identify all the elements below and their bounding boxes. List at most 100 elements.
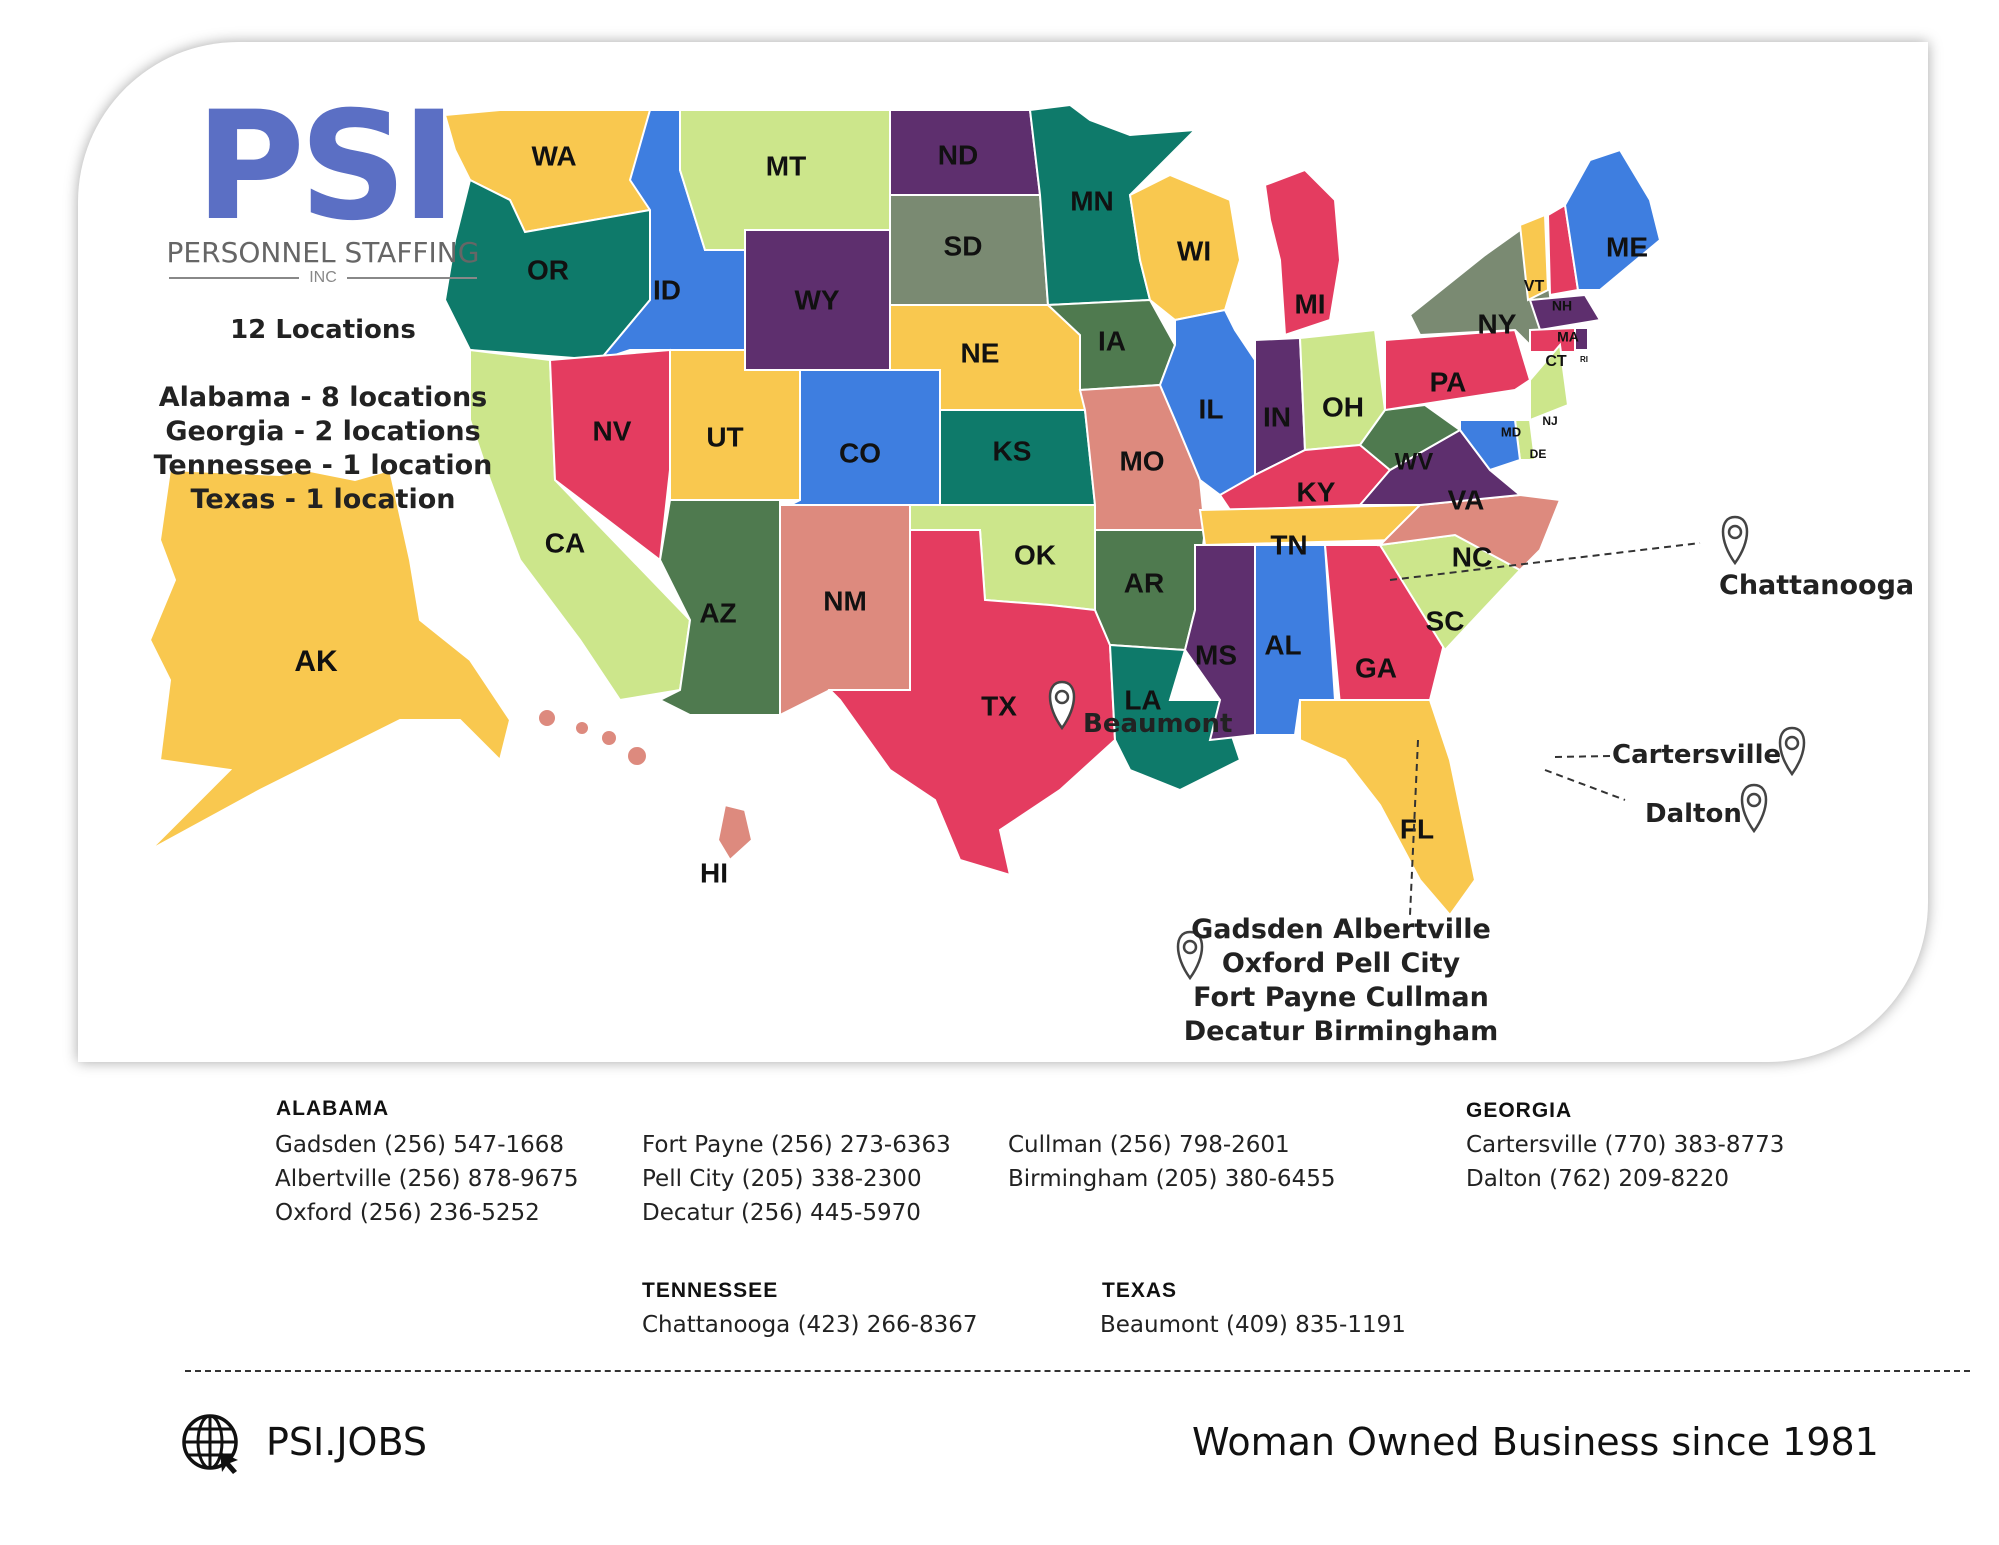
state-label-ak: AK xyxy=(294,645,338,678)
city-label-alabama: Gadsden Albertville xyxy=(1191,914,1491,945)
state-ak xyxy=(148,468,512,851)
summary-line: Alabama - 8 locations xyxy=(158,382,488,413)
state-label-fl: FL xyxy=(1400,813,1434,844)
city-label-alabama: Decatur Birmingham xyxy=(1184,1016,1498,1047)
state-tx xyxy=(827,529,1117,877)
state-ri xyxy=(1574,327,1589,351)
logo-suffix: INC xyxy=(138,269,508,287)
state-label-co: CO xyxy=(839,437,881,468)
state-label-wv: WV xyxy=(1395,448,1434,475)
city-label-alabama: Fort Payne Cullman xyxy=(1193,982,1489,1013)
logo-suffix-text: INC xyxy=(309,269,337,286)
texas-contact: Beaumont (409) 835-1191 xyxy=(1100,1312,1406,1338)
state-label-de: DE xyxy=(1530,447,1547,461)
logo-brand: PSI xyxy=(195,80,457,254)
tennessee-contact: Chattanooga (423) 266-8367 xyxy=(642,1312,978,1338)
states-layer xyxy=(148,103,1662,917)
website-link[interactable]: PSI.JOBS xyxy=(266,1420,427,1464)
state-label-ar: AR xyxy=(1124,567,1164,598)
state-label-ut: UT xyxy=(706,421,743,452)
alabama-leader xyxy=(1409,739,1419,916)
state-label-nc: NC xyxy=(1452,541,1492,572)
city-label-alabama: Oxford Pell City xyxy=(1222,948,1461,979)
state-label-ms: MS xyxy=(1195,639,1237,670)
georgia-contact: Cartersville (770) 383-8773 xyxy=(1466,1132,1785,1158)
state-label-nv: NV xyxy=(593,415,632,446)
state-label-wa: WA xyxy=(531,140,576,171)
hawaii-island xyxy=(576,722,588,734)
cartersville-pin-icon xyxy=(1778,726,1806,777)
state-label-ky: KY xyxy=(1297,476,1336,507)
state-vt xyxy=(1518,213,1550,302)
alabama-contact: Birmingham (205) 380-6455 xyxy=(1008,1166,1336,1192)
state-nj xyxy=(1529,342,1570,422)
state-label-sd: SD xyxy=(944,230,983,261)
state-label-me: ME xyxy=(1606,231,1648,262)
alabama-heading: ALABAMA xyxy=(276,1097,390,1120)
state-la xyxy=(1108,643,1242,792)
state-label-nd: ND xyxy=(938,139,978,170)
state-ga xyxy=(1323,544,1447,707)
state-label-ma: MA xyxy=(1557,329,1579,345)
location-summary: Alabama - 8 locations Georgia - 2 locati… xyxy=(138,381,508,517)
state-label-in: IN xyxy=(1263,401,1291,432)
globe-icon xyxy=(182,1414,238,1474)
footer-divider xyxy=(185,1370,1970,1372)
state-label-al: AL xyxy=(1264,629,1301,660)
cartersville-leader xyxy=(1554,755,1611,758)
state-me xyxy=(1563,148,1662,291)
chattanooga-pin-icon xyxy=(1721,515,1749,566)
state-label-oh: OH xyxy=(1322,391,1364,422)
alabama-contact: Gadsden (256) 547-1668 xyxy=(275,1132,565,1158)
state-fl xyxy=(1299,699,1477,917)
alabama-contact: Albertville (256) 878-9675 xyxy=(275,1166,579,1192)
state-label-or: OR xyxy=(527,254,569,285)
state-nv xyxy=(548,348,671,562)
alabama-contact: Fort Payne (256) 273-6363 xyxy=(642,1132,951,1158)
hawaii-island xyxy=(539,710,555,726)
state-label-ri: RI xyxy=(1580,355,1588,364)
state-ct xyxy=(1529,326,1576,353)
georgia-heading: GEORGIA xyxy=(1466,1099,1573,1122)
city-label-chattanooga: Chattanooga xyxy=(1719,570,1914,601)
us-map: WA OR CA ID NV MT WY UT AZ CO NM ND SD NE KS OK TX MN IA MO… xyxy=(148,103,1914,1047)
logo-company-name: PERSONNEL STAFFING xyxy=(166,236,480,269)
texas-heading: TEXAS xyxy=(1102,1279,1178,1302)
state-labels-layer: WA OR CA ID NV MT WY UT AZ CO NM ND SD NE KS OK TX MN IA MO… xyxy=(294,139,1648,888)
state-label-il: IL xyxy=(1199,393,1224,424)
state-label-md: MD xyxy=(1501,424,1521,439)
state-md xyxy=(1459,419,1522,472)
state-label-va: VA xyxy=(1448,484,1485,515)
city-label-beaumont: Beaumont xyxy=(1083,709,1232,739)
state-hi xyxy=(716,803,754,862)
dalton-leader xyxy=(1544,769,1626,801)
state-label-tn: TN xyxy=(1270,529,1307,560)
state-label-vt: VT xyxy=(1524,278,1545,295)
state-label-ct: CT xyxy=(1545,353,1567,370)
state-label-hi: HI xyxy=(700,857,728,888)
state-label-ny: NY xyxy=(1478,308,1517,339)
state-label-mi: MI xyxy=(1294,288,1325,319)
state-label-ks: KS xyxy=(993,435,1032,466)
state-label-mn: MN xyxy=(1070,185,1114,216)
state-wv xyxy=(1358,403,1462,472)
state-label-ne: NE xyxy=(961,337,1000,368)
state-label-tx: TX xyxy=(981,690,1017,721)
state-label-ia: IA xyxy=(1098,325,1126,356)
state-label-la: LA xyxy=(1124,684,1161,715)
state-label-nj: NJ xyxy=(1542,414,1557,428)
alabama-contact: Decatur (256) 445-5970 xyxy=(642,1200,921,1226)
state-label-ga: GA xyxy=(1355,652,1397,683)
dalton-pin-icon xyxy=(1740,783,1768,834)
state-label-ok: OK xyxy=(1014,539,1056,570)
hawaii-island xyxy=(628,747,646,765)
alabama-contact: Pell City (205) 338-2300 xyxy=(642,1166,922,1192)
state-mi xyxy=(1263,168,1342,337)
hawaii-island xyxy=(602,731,616,745)
alabama-contact: Cullman (256) 798-2601 xyxy=(1008,1132,1290,1158)
map-card: WA OR CA ID NV MT WY UT AZ CO NM ND SD NE KS OK TX MN IA MO… xyxy=(78,42,1928,1062)
state-label-nm: NM xyxy=(823,585,867,616)
georgia-contact: Dalton (762) 209-8220 xyxy=(1466,1166,1730,1192)
state-label-ca: CA xyxy=(545,527,585,558)
state-ma xyxy=(1528,293,1602,332)
